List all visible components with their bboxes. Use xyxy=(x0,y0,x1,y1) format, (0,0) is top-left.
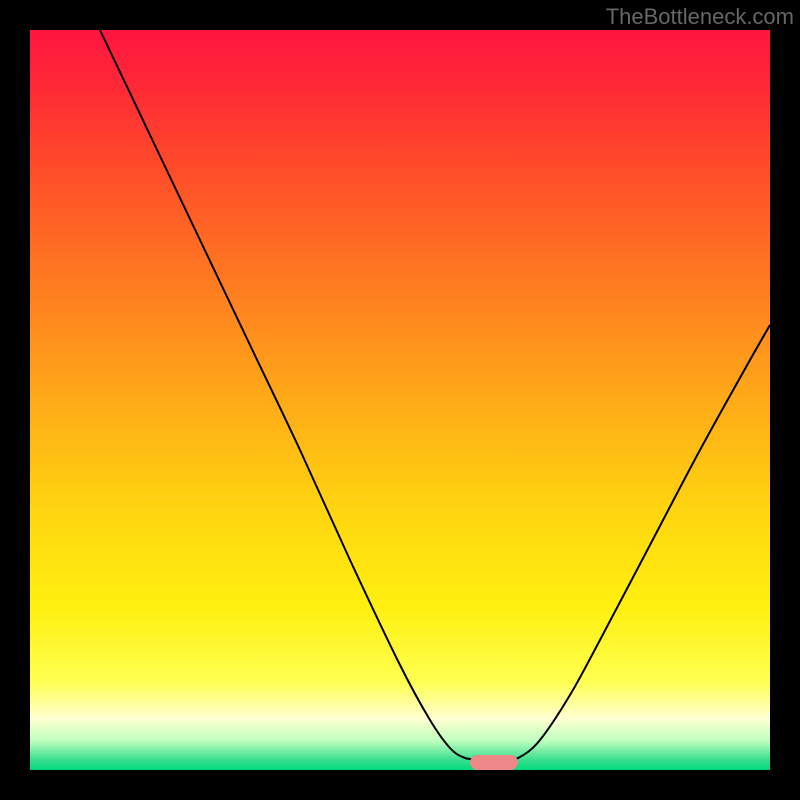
chart-svg xyxy=(0,0,800,800)
optimum-marker xyxy=(470,755,518,770)
plot-background xyxy=(30,30,770,770)
watermark-text: TheBottleneck.com xyxy=(606,4,794,30)
bottleneck-chart: TheBottleneck.com xyxy=(0,0,800,800)
